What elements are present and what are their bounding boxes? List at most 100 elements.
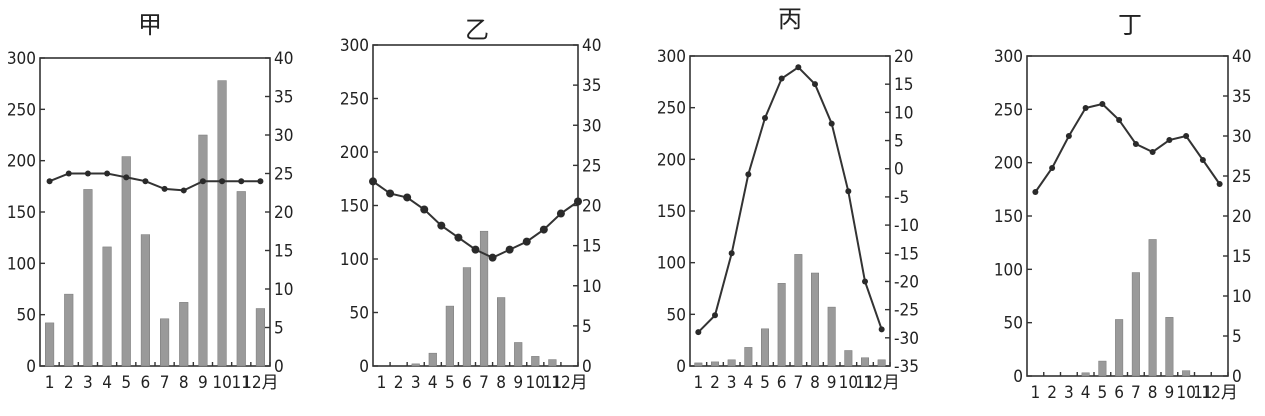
month-label: 3 — [83, 373, 93, 393]
month-label: 6 — [462, 373, 472, 393]
precip-bar — [179, 302, 189, 367]
month-label: 4 — [428, 373, 438, 393]
temp-point — [1032, 189, 1039, 195]
temp-point — [488, 253, 497, 262]
temp-point — [257, 178, 264, 185]
temp-tick-label: 15 — [894, 75, 913, 95]
temp-point — [745, 171, 752, 178]
precip-bar — [64, 293, 74, 367]
temp-tick-label: 15 — [1232, 247, 1251, 267]
temp-point — [574, 197, 582, 206]
precip-tick-label: 50 — [667, 305, 686, 325]
precip-bar — [777, 283, 786, 367]
precip-tick-label: 150 — [340, 197, 369, 217]
precip-bar — [1131, 272, 1140, 377]
month-label: 2 — [710, 373, 720, 393]
precip-tick-label: 250 — [994, 100, 1023, 120]
temp-tick-label: 0 — [582, 357, 592, 377]
precip-bar — [827, 306, 836, 367]
precip-bar — [761, 328, 769, 367]
precip-tick-label: 100 — [340, 250, 369, 270]
temp-tick-label: 15 — [274, 242, 293, 262]
temp-point — [199, 178, 206, 185]
precip-tick-label: 100 — [7, 254, 36, 274]
month-label: 10 — [1176, 383, 1195, 403]
temp-point — [505, 245, 514, 254]
precip-bar — [45, 322, 55, 367]
precip-tick-label: 150 — [7, 203, 36, 223]
temp-tick-label: 25 — [582, 156, 601, 176]
temp-point — [878, 326, 885, 333]
precip-tick-label: 0 — [1013, 367, 1023, 387]
precip-tick-label: 50 — [1004, 314, 1023, 334]
temp-tick-label: 20 — [582, 197, 601, 217]
temp-point — [1166, 137, 1173, 143]
precip-tick-label: 0 — [359, 357, 369, 377]
temp-tick-label: 10 — [1232, 287, 1251, 307]
temp-tick-label: -10 — [894, 216, 919, 236]
month-label: 6 — [141, 373, 151, 393]
temp-tick-label: -25 — [894, 301, 919, 321]
month-label: 4 — [743, 373, 753, 393]
temp-point — [812, 81, 818, 88]
temp-line — [1034, 102, 1221, 193]
precip-bar — [861, 357, 869, 367]
temp-line — [697, 66, 883, 333]
temp-point — [522, 237, 531, 246]
month-label: 4 — [102, 373, 112, 393]
temp-tick-label: 15 — [582, 237, 601, 257]
precip-bar — [531, 356, 540, 367]
month-label: 7 — [160, 373, 170, 393]
precip-tick-label: 200 — [657, 150, 686, 170]
temp-point — [369, 177, 377, 186]
precip-bar — [255, 308, 265, 367]
precip-tick-label: 200 — [340, 143, 369, 163]
temp-point — [1216, 181, 1223, 187]
precip-bar — [1165, 317, 1174, 377]
temp-point — [728, 250, 735, 257]
precip-bar — [411, 363, 420, 367]
month-label: 11 — [1193, 383, 1212, 403]
precip-bar — [1115, 319, 1124, 377]
temp-tick-label: 40 — [582, 36, 601, 56]
precip-bar — [811, 272, 819, 367]
month-label: 12月 — [242, 373, 278, 393]
precip-bar — [217, 80, 227, 367]
month-label: 12月 — [551, 373, 587, 393]
month-label: 5 — [1098, 383, 1108, 403]
temp-tick-label: 5 — [894, 132, 904, 152]
precip-tick-label: 250 — [7, 100, 36, 120]
temp-point — [1132, 141, 1139, 147]
temp-point — [828, 120, 835, 127]
temp-point — [420, 205, 429, 214]
precip-tick-label: 200 — [994, 154, 1023, 174]
precip-tick-label: 100 — [657, 254, 686, 274]
temp-tick-label: 40 — [274, 49, 293, 69]
precip-bar — [514, 342, 523, 367]
precip-tick-label: 0 — [26, 357, 36, 377]
month-label: 1 — [1031, 383, 1041, 403]
month-label: 5 — [445, 373, 455, 393]
chart-title: 甲 — [138, 11, 162, 39]
month-label: 5 — [121, 373, 131, 393]
temp-point — [65, 170, 72, 177]
month-label: 11 — [232, 373, 251, 393]
month-label: 11 — [543, 373, 562, 393]
precip-tick-label: 250 — [657, 99, 686, 119]
temp-tick-label: 0 — [274, 357, 284, 377]
precip-bar — [694, 362, 703, 367]
temp-point — [403, 193, 412, 202]
temp-point — [539, 225, 548, 234]
precip-bar — [236, 191, 246, 367]
temp-point — [161, 185, 168, 192]
month-label: 1 — [693, 373, 703, 393]
month-label: 8 — [1148, 383, 1158, 403]
temp-tick-label: 30 — [1232, 127, 1251, 147]
temp-point — [712, 312, 718, 319]
chart-title: 丁 — [1118, 11, 1142, 39]
month-label: 11 — [855, 373, 874, 393]
month-label: 10 — [212, 373, 231, 393]
precip-bar — [428, 352, 437, 367]
